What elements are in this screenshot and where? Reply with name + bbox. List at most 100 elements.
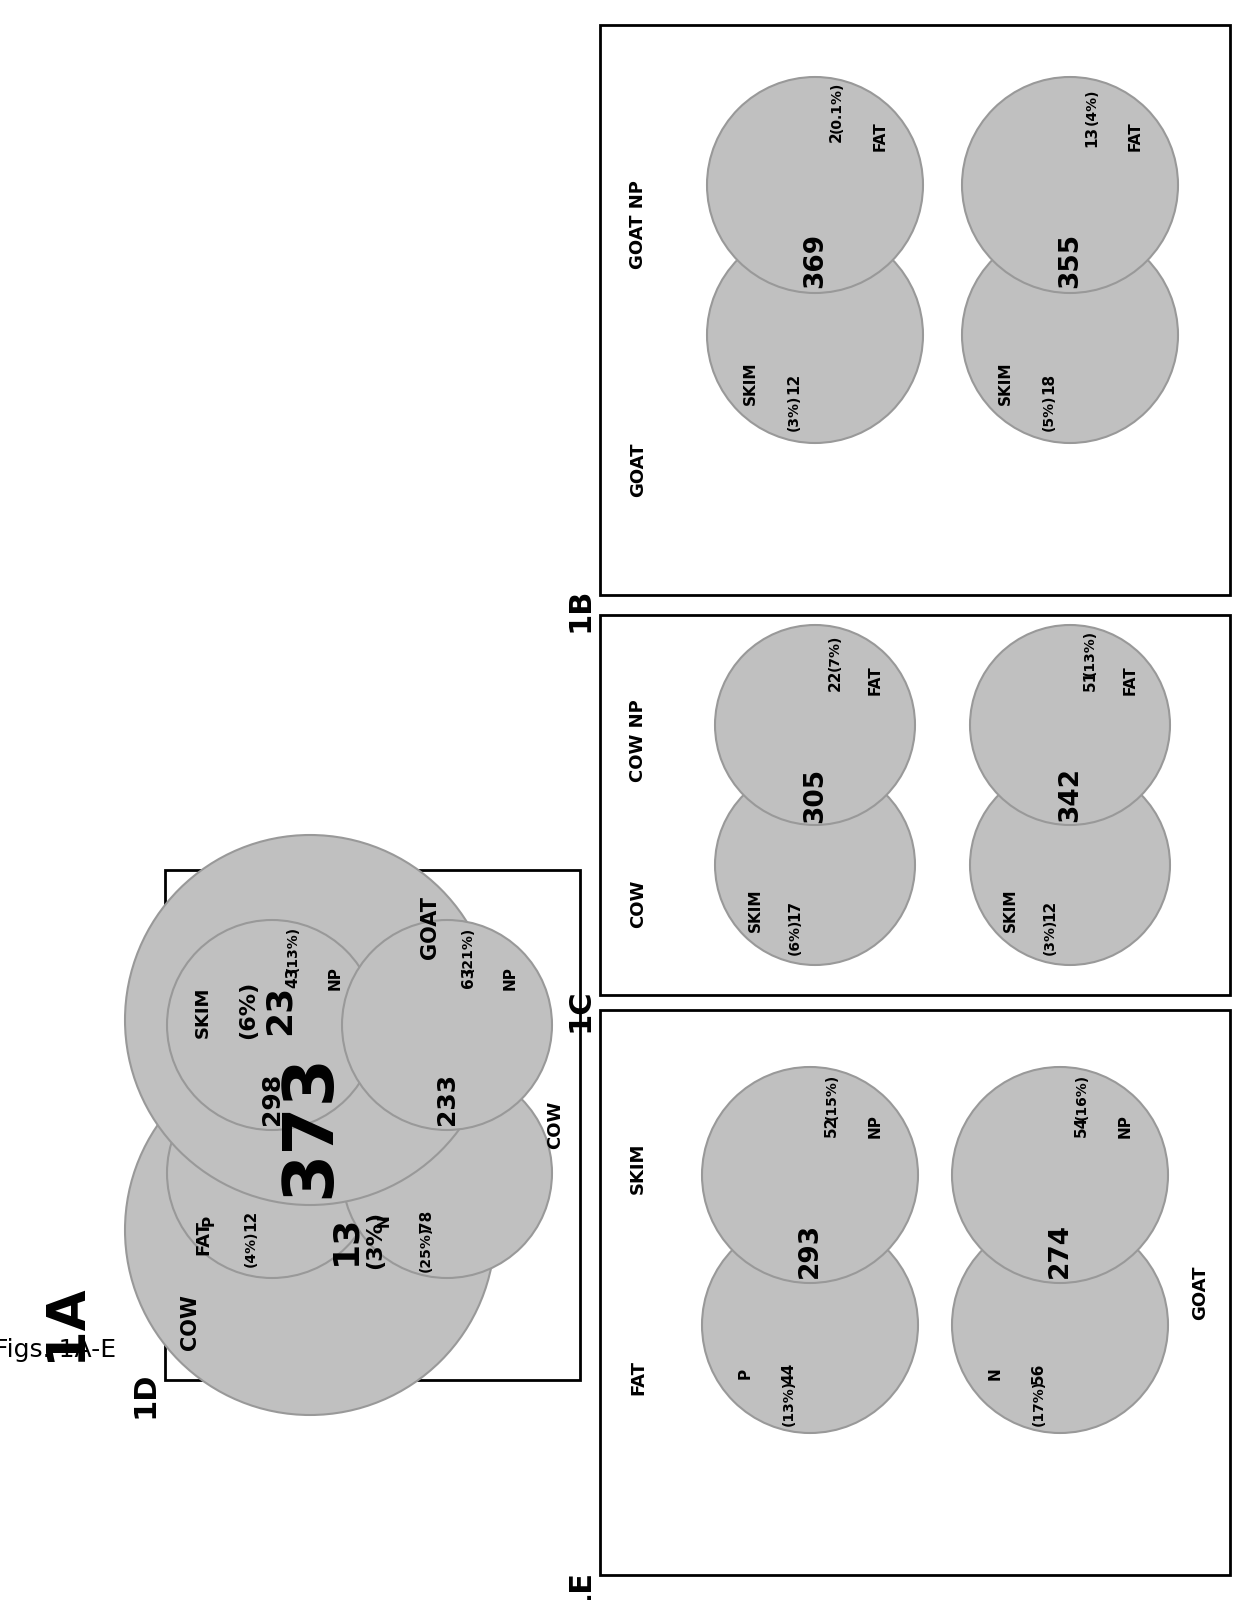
Bar: [600, 1010, 1230, 1574]
Text: (15%): (15%): [825, 1074, 838, 1120]
Circle shape: [707, 77, 923, 293]
Bar: [600, 614, 1230, 995]
Circle shape: [952, 1218, 1168, 1434]
Text: NP: NP: [502, 966, 517, 990]
Text: 43: 43: [285, 966, 300, 989]
Circle shape: [715, 765, 915, 965]
Circle shape: [970, 626, 1171, 826]
Text: 305: 305: [802, 768, 828, 822]
Text: 373: 373: [277, 1053, 343, 1197]
Text: (0.1%): (0.1%): [830, 82, 843, 133]
Text: 22: 22: [827, 669, 842, 691]
Text: COW: COW: [546, 1101, 564, 1149]
Text: 78: 78: [419, 1210, 434, 1230]
Text: (7%): (7%): [828, 635, 842, 670]
Text: 2: 2: [830, 131, 844, 142]
Text: (25%): (25%): [419, 1226, 433, 1272]
Text: 23: 23: [263, 986, 298, 1035]
Circle shape: [702, 1218, 918, 1434]
Text: 51: 51: [1083, 669, 1097, 691]
Text: 1D: 1D: [130, 1371, 160, 1418]
Bar: [165, 870, 580, 1379]
Text: GOAT: GOAT: [420, 896, 440, 958]
Text: (3%): (3%): [1043, 918, 1056, 955]
Text: SKIM: SKIM: [998, 362, 1013, 405]
Text: 52: 52: [825, 1115, 839, 1138]
Circle shape: [125, 835, 495, 1205]
Bar: [600, 26, 1230, 595]
Text: 17: 17: [787, 899, 802, 920]
Text: FAT: FAT: [872, 122, 888, 152]
Text: NP: NP: [1117, 1115, 1132, 1138]
Text: Figs. 1A-E: Figs. 1A-E: [0, 1338, 117, 1362]
Text: 54: 54: [1074, 1115, 1089, 1138]
Text: 12: 12: [243, 1210, 258, 1230]
Circle shape: [342, 920, 552, 1130]
Text: 342: 342: [1056, 768, 1083, 822]
Text: (21%): (21%): [461, 926, 475, 973]
Text: 12: 12: [1043, 899, 1058, 920]
Text: 63: 63: [460, 966, 475, 989]
Text: 1E: 1E: [565, 1570, 594, 1600]
Text: N: N: [988, 1368, 1003, 1379]
Text: 56: 56: [1030, 1363, 1045, 1384]
Text: (3%): (3%): [786, 395, 800, 430]
Text: FAT: FAT: [629, 1360, 647, 1395]
Circle shape: [167, 1069, 377, 1278]
Text: 274: 274: [1047, 1222, 1073, 1277]
Text: 44: 44: [781, 1363, 796, 1384]
Text: 13: 13: [329, 1214, 362, 1266]
Circle shape: [125, 1045, 495, 1414]
Text: (13%): (13%): [781, 1379, 795, 1426]
Text: SKIM: SKIM: [1002, 888, 1018, 931]
Text: 293: 293: [797, 1222, 823, 1277]
Text: (13%): (13%): [1083, 630, 1097, 677]
Circle shape: [952, 1067, 1168, 1283]
Circle shape: [167, 920, 377, 1130]
Text: SKIM: SKIM: [748, 888, 763, 931]
Text: GOAT NP: GOAT NP: [629, 181, 647, 269]
Text: COW: COW: [180, 1294, 200, 1350]
Text: FAT: FAT: [868, 666, 883, 694]
Text: P: P: [201, 1214, 217, 1226]
Text: NP: NP: [327, 966, 342, 990]
Circle shape: [970, 765, 1171, 965]
Text: (16%): (16%): [1075, 1074, 1089, 1120]
Text: FAT: FAT: [1122, 666, 1137, 694]
Text: FAT: FAT: [193, 1219, 212, 1254]
Text: (3%): (3%): [365, 1211, 384, 1269]
Text: COW NP: COW NP: [629, 699, 647, 782]
Text: SKIM: SKIM: [743, 362, 758, 405]
Text: 233: 233: [435, 1074, 459, 1125]
Text: P: P: [738, 1368, 753, 1379]
Text: COW: COW: [629, 880, 647, 928]
Text: N: N: [377, 1214, 392, 1227]
Text: 298: 298: [260, 1074, 284, 1125]
Text: 1B: 1B: [565, 587, 594, 632]
Circle shape: [707, 227, 923, 443]
Text: SKIM: SKIM: [193, 987, 212, 1038]
Text: (4%): (4%): [1085, 90, 1099, 125]
Text: (5%): (5%): [1042, 395, 1055, 430]
Text: FAT: FAT: [1127, 122, 1142, 152]
Circle shape: [715, 626, 915, 826]
Text: SKIM: SKIM: [629, 1142, 647, 1194]
Text: 1A: 1A: [38, 1283, 91, 1362]
Text: (17%): (17%): [1032, 1379, 1045, 1426]
Circle shape: [962, 77, 1178, 293]
Circle shape: [962, 227, 1178, 443]
Text: 12: 12: [786, 373, 801, 394]
Circle shape: [342, 1069, 552, 1278]
Text: (13%): (13%): [286, 926, 300, 973]
Text: (4%): (4%): [244, 1230, 258, 1267]
Text: 18: 18: [1040, 373, 1056, 394]
Text: 355: 355: [1056, 232, 1083, 288]
Text: GOAT: GOAT: [1190, 1266, 1209, 1320]
Text: 369: 369: [802, 232, 828, 288]
Text: (6%): (6%): [238, 981, 258, 1038]
Text: NP: NP: [867, 1115, 883, 1138]
Text: 1C: 1C: [565, 989, 594, 1032]
Text: GOAT: GOAT: [629, 442, 647, 498]
Circle shape: [702, 1067, 918, 1283]
Text: 13: 13: [1084, 126, 1099, 147]
